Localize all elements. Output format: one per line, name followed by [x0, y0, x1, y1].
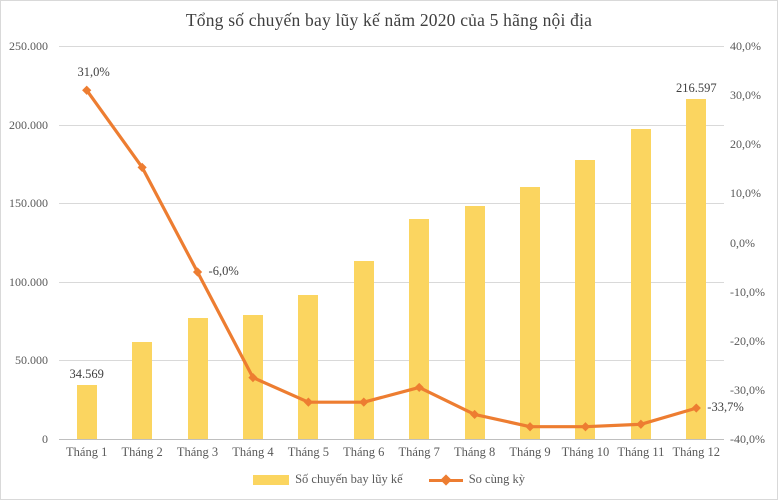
legend-line-marker-icon: [440, 473, 452, 486]
bar-thang-12: [686, 98, 707, 439]
right-axis-tick-label: 40,0%: [730, 39, 761, 53]
line-marker: [525, 422, 535, 432]
x-axis-label: Tháng 4: [232, 445, 274, 459]
x-axis-label: Tháng 11: [617, 445, 665, 459]
legend-line-swatch: [428, 473, 463, 486]
right-axis-tick-label: 0,0%: [730, 235, 755, 250]
line-marker: [691, 403, 701, 413]
legend-item: Số chuyến bay lũy kế: [253, 472, 403, 487]
bar-thang-1: [76, 384, 97, 439]
line-marker: [82, 85, 92, 95]
left-axis-tick-label: 250.000: [9, 39, 48, 53]
bar-data-label: 216.597: [675, 80, 717, 95]
right-axis-tick-label: -20,0%: [730, 333, 765, 348]
right-axis-tick-label: 30,0%: [730, 88, 761, 103]
left-axis-tick-label: 0: [42, 432, 48, 446]
legend-bar-swatch: [253, 474, 290, 485]
chart-title: Tổng số chuyến bay lũy kế năm 2020 của 5…: [185, 10, 593, 30]
line-marker: [470, 409, 480, 420]
legend-label: So cùng kỳ: [468, 472, 525, 486]
line-marker: [303, 397, 313, 407]
line-data-label: 31,0%: [77, 65, 110, 80]
right-axis-tick-label: 20,0%: [730, 137, 761, 152]
gridline: [59, 281, 724, 283]
line-marker: [248, 372, 258, 383]
right-axis-tick-label: -10,0%: [730, 284, 765, 299]
bar-thang-9: [520, 187, 541, 439]
line-data-label: -6,0%: [208, 263, 239, 278]
bar-thang-11: [630, 129, 651, 439]
left-axis-tick-label: 100.000: [9, 274, 48, 289]
left-axis-tick-label: 200.000: [9, 117, 48, 132]
bar-thang-3: [187, 317, 208, 439]
line-marker: [359, 397, 369, 407]
x-axis-label: Tháng 9: [509, 445, 551, 459]
bar-thang-6: [353, 261, 374, 439]
bar-thang-2: [132, 342, 153, 439]
x-axis-label: Tháng 2: [121, 445, 163, 459]
x-axis-label: Tháng 3: [176, 445, 219, 459]
line-series: [82, 85, 701, 432]
line-marker: [414, 382, 424, 393]
legend: Số chuyến bay lũy kế So cùng kỳ: [1, 472, 777, 487]
legend-label: Số chuyến bay lũy kế: [295, 472, 403, 486]
line-marker: [137, 162, 147, 172]
right-axis-tick-label: -30,0%: [730, 382, 765, 397]
line-path: [85, 89, 697, 429]
x-axis-label: Tháng 6: [343, 445, 385, 459]
x-axis-label: Tháng 10: [561, 445, 610, 459]
line-data-label: -33,7%: [707, 400, 744, 415]
bar-thang-7: [409, 218, 430, 439]
x-axis-label: Tháng 8: [453, 445, 496, 459]
x-axis-label: Tháng 7: [398, 445, 440, 459]
right-axis-tick-label: -40,0%: [730, 432, 765, 446]
left-axis-tick-label: 150.000: [9, 196, 48, 211]
x-axis-label: Tháng 12: [672, 445, 721, 459]
left-axis-tick-label: 50.000: [15, 353, 48, 368]
line-marker: [580, 422, 591, 432]
x-axis-label: Tháng 5: [287, 445, 330, 459]
x-axis-line: [59, 439, 724, 440]
gridline: [59, 360, 724, 362]
right-axis-tick-label: 10,0%: [730, 186, 761, 201]
x-axis-label: Tháng 1: [66, 445, 108, 459]
bar-thang-8: [464, 205, 485, 439]
gridline: [59, 46, 724, 47]
bar-thang-10: [575, 159, 596, 439]
bar-data-label: 34.569: [69, 366, 104, 381]
legend-item: So cùng kỳ: [428, 472, 525, 487]
gridline: [59, 203, 724, 205]
gridline: [59, 124, 724, 126]
line-marker: [636, 419, 646, 429]
